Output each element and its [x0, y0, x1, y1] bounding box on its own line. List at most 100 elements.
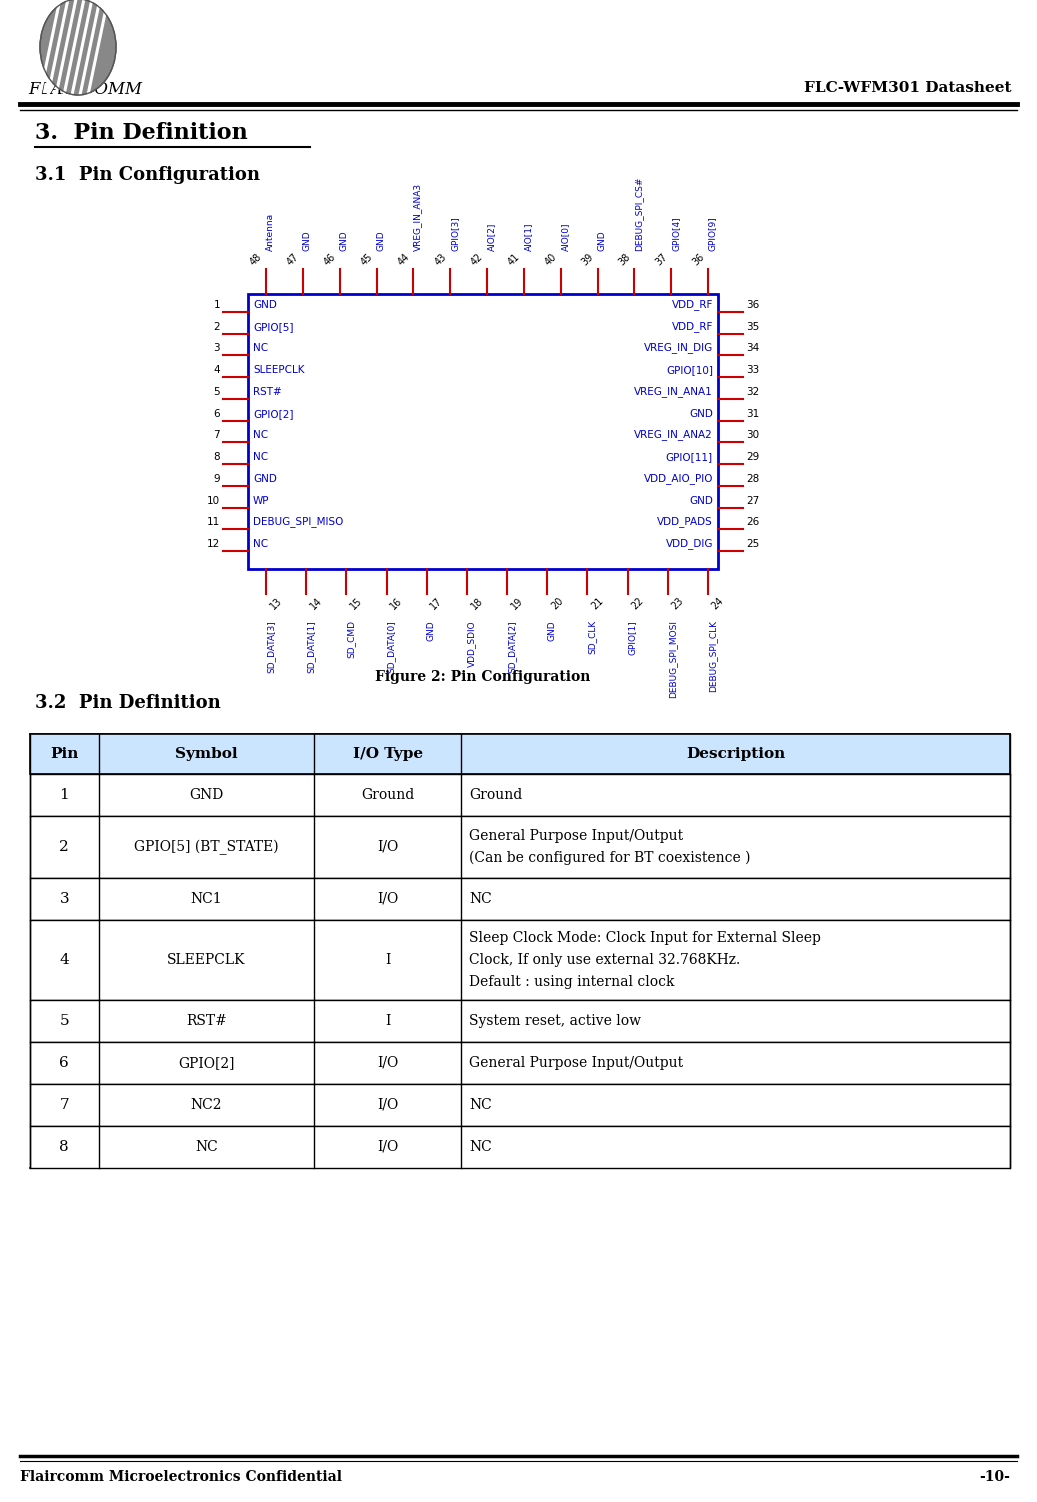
- Text: SD_CLK: SD_CLK: [587, 620, 596, 655]
- Text: General Purpose Input/Output: General Purpose Input/Output: [469, 1056, 683, 1069]
- Text: GND: GND: [253, 473, 277, 484]
- Text: Flaircomm Microelectronics Confidential: Flaircomm Microelectronics Confidential: [20, 1470, 342, 1484]
- Text: 1: 1: [59, 789, 69, 802]
- Text: RST#: RST#: [253, 388, 282, 397]
- Text: DEBUG_SPI_MISO: DEBUG_SPI_MISO: [253, 517, 343, 527]
- Bar: [30, 1084, 1010, 1126]
- Text: 45: 45: [359, 251, 374, 267]
- Text: 33: 33: [746, 365, 759, 376]
- Bar: [30, 816, 1010, 879]
- Text: 22: 22: [629, 596, 646, 611]
- Bar: [30, 1000, 1010, 1042]
- Text: SLEEPCLK: SLEEPCLK: [253, 365, 305, 376]
- Text: 26: 26: [746, 517, 759, 527]
- Text: 8: 8: [214, 452, 220, 463]
- Text: DEBUG_SPI_MOSI: DEBUG_SPI_MOSI: [668, 620, 677, 698]
- Text: 18: 18: [469, 596, 484, 611]
- Text: 36: 36: [746, 300, 759, 309]
- Text: GPIO[9]: GPIO[9]: [708, 216, 717, 251]
- Text: VREG_IN_ANA3: VREG_IN_ANA3: [414, 183, 422, 251]
- Ellipse shape: [40, 0, 116, 95]
- Text: GND: GND: [303, 230, 312, 251]
- Bar: [248, 294, 718, 569]
- Text: VREG_IN_ANA2: VREG_IN_ANA2: [635, 430, 713, 440]
- Text: 6: 6: [214, 409, 220, 419]
- Text: VREG_IN_ANA1: VREG_IN_ANA1: [635, 386, 713, 397]
- Text: NC: NC: [253, 539, 269, 550]
- Bar: [30, 734, 1010, 774]
- Text: Default : using internal clock: Default : using internal clock: [469, 975, 675, 988]
- Text: 13: 13: [268, 596, 284, 611]
- Text: 28: 28: [746, 473, 759, 484]
- Text: I/O: I/O: [377, 1140, 398, 1154]
- Text: GPIO[3]: GPIO[3]: [450, 216, 459, 251]
- Text: 5: 5: [59, 1014, 69, 1027]
- Bar: [30, 921, 1010, 1000]
- Text: GND: GND: [548, 620, 556, 641]
- Text: 41: 41: [506, 251, 522, 267]
- Text: (Can be configured for BT coexistence ): (Can be configured for BT coexistence ): [469, 850, 751, 865]
- Text: GPIO[5]: GPIO[5]: [253, 321, 293, 332]
- Text: GND: GND: [427, 620, 436, 641]
- Text: VDD_PADS: VDD_PADS: [657, 517, 713, 527]
- Text: 27: 27: [746, 496, 759, 506]
- Text: 43: 43: [432, 251, 448, 267]
- Text: 20: 20: [550, 596, 565, 611]
- Text: 44: 44: [395, 251, 412, 267]
- Text: Symbol: Symbol: [175, 746, 237, 762]
- Text: GND: GND: [253, 300, 277, 309]
- Text: 19: 19: [509, 596, 525, 611]
- Text: GND: GND: [340, 230, 348, 251]
- Text: 3: 3: [214, 344, 220, 353]
- Text: VREG_IN_DIG: VREG_IN_DIG: [644, 342, 713, 353]
- Text: DEBUG_SPI_CLK: DEBUG_SPI_CLK: [708, 620, 717, 692]
- Text: I/O Type: I/O Type: [353, 746, 423, 762]
- Text: NC: NC: [195, 1140, 218, 1154]
- Text: RST#: RST#: [186, 1014, 227, 1027]
- Text: GND: GND: [597, 230, 607, 251]
- Text: SD_DATA[0]: SD_DATA[0]: [387, 620, 395, 673]
- Text: NC1: NC1: [191, 892, 222, 906]
- Text: 37: 37: [653, 251, 669, 267]
- Text: 46: 46: [321, 251, 338, 267]
- Text: -10-: -10-: [979, 1470, 1010, 1484]
- Text: VDD_SDIO: VDD_SDIO: [467, 620, 476, 667]
- Text: 25: 25: [746, 539, 759, 550]
- Text: SD_DATA[2]: SD_DATA[2]: [507, 620, 516, 673]
- Text: DEBUG_SPI_CS#: DEBUG_SPI_CS#: [635, 177, 643, 251]
- Text: 24: 24: [710, 596, 726, 611]
- Text: 8: 8: [59, 1140, 69, 1154]
- Text: System reset, active low: System reset, active low: [469, 1014, 641, 1027]
- Text: 38: 38: [617, 251, 633, 267]
- Text: NC2: NC2: [191, 1098, 222, 1111]
- Text: 48: 48: [248, 251, 264, 267]
- Text: NC: NC: [253, 344, 269, 353]
- Text: VDD_RF: VDD_RF: [672, 321, 713, 332]
- Text: Clock, If only use external 32.768KHz.: Clock, If only use external 32.768KHz.: [469, 952, 740, 967]
- Text: 21: 21: [589, 596, 606, 611]
- Text: GPIO[2]: GPIO[2]: [253, 409, 293, 419]
- Text: GND: GND: [690, 496, 713, 506]
- Text: SLEEPCLK: SLEEPCLK: [167, 952, 246, 967]
- Text: Pin: Pin: [50, 746, 79, 762]
- Text: 5: 5: [214, 388, 220, 397]
- Text: I/O: I/O: [377, 1056, 398, 1069]
- Text: 34: 34: [746, 344, 759, 353]
- Text: GPIO[11]: GPIO[11]: [666, 452, 713, 463]
- Text: 1: 1: [214, 300, 220, 309]
- Text: SD_CMD: SD_CMD: [346, 620, 356, 658]
- Text: FLAIRCOMM: FLAIRCOMM: [28, 81, 142, 98]
- Text: 3.  Pin Definition: 3. Pin Definition: [35, 122, 248, 144]
- Bar: [30, 1126, 1010, 1169]
- Text: 15: 15: [348, 596, 364, 611]
- Text: GPIO[10]: GPIO[10]: [666, 365, 713, 376]
- Text: GND: GND: [190, 789, 224, 802]
- Text: 3: 3: [59, 892, 69, 906]
- Text: WP: WP: [253, 496, 270, 506]
- Text: I/O: I/O: [377, 840, 398, 855]
- Text: Ground: Ground: [361, 789, 415, 802]
- Text: NC: NC: [253, 431, 269, 440]
- Text: GND: GND: [376, 230, 386, 251]
- Text: SD_DATA[1]: SD_DATA[1]: [306, 620, 315, 673]
- Text: 2: 2: [59, 840, 69, 855]
